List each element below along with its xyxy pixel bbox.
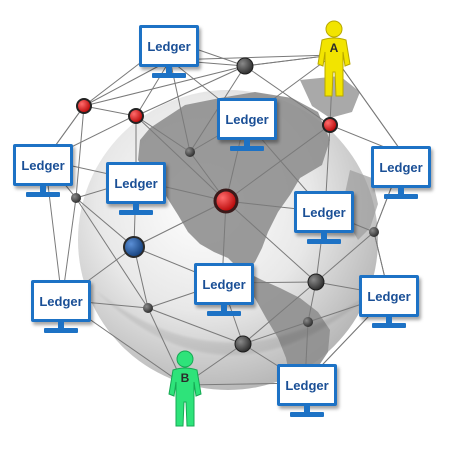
ledger-label: Ledger — [21, 157, 65, 173]
link — [242, 281, 317, 345]
continent-greenland — [300, 76, 360, 118]
ledger-label: Ledger — [202, 276, 246, 292]
link — [133, 200, 227, 248]
person-a: A — [314, 20, 354, 100]
node-gray-small — [369, 227, 379, 237]
ledger-top: Ledger — [139, 25, 199, 85]
ledger-top-center: Ledger — [217, 98, 277, 158]
node-gray — [236, 57, 254, 75]
node-gray-small — [71, 193, 81, 203]
link — [135, 59, 171, 117]
node-red-large — [213, 188, 239, 214]
link — [147, 307, 244, 345]
node-red — [322, 117, 338, 133]
link — [242, 321, 309, 345]
network-nodes — [71, 57, 379, 353]
link — [75, 197, 135, 248]
ledger-lower-right: Ledger — [359, 275, 419, 335]
ledger-bottom: Ledger — [277, 364, 337, 424]
ledger-right-center: Ledger — [294, 191, 354, 251]
globe-shadow — [95, 290, 375, 355]
link — [225, 200, 317, 283]
ledger-lower-left: Ledger — [31, 280, 91, 340]
continent-north-america — [138, 92, 330, 272]
ledger-left-center: Ledger — [106, 162, 166, 222]
link — [332, 54, 405, 156]
link — [83, 65, 246, 107]
node-blue — [123, 236, 145, 258]
link — [315, 231, 375, 283]
ledger-label: Ledger — [302, 204, 346, 220]
node-gray-small — [185, 147, 195, 157]
ledger-left: Ledger — [13, 144, 73, 204]
node-gray — [234, 335, 252, 353]
ledger-right: Ledger — [371, 146, 431, 206]
node-gray-small — [143, 303, 153, 313]
link — [135, 65, 246, 117]
ledger-label: Ledger — [225, 111, 269, 127]
ledger-label: Ledger — [39, 293, 83, 309]
person-a-label: A — [329, 41, 339, 55]
link — [135, 115, 227, 202]
ledger-label: Ledger — [114, 175, 158, 191]
person-b-label: B — [180, 371, 190, 385]
link — [244, 65, 331, 126]
person-a-icon — [317, 20, 351, 97]
node-red — [128, 108, 144, 124]
link — [83, 59, 171, 107]
link — [75, 197, 149, 309]
person-b: B — [165, 350, 205, 430]
person-b-icon — [168, 350, 202, 427]
node-red — [76, 98, 92, 114]
link — [135, 115, 191, 153]
ledger-center: Ledger — [194, 263, 254, 323]
ledger-label: Ledger — [147, 38, 191, 54]
node-gray — [307, 273, 325, 291]
link — [83, 105, 137, 117]
ledger-label: Ledger — [367, 288, 411, 304]
link — [75, 105, 85, 199]
node-gray-small — [303, 317, 313, 327]
ledger-label: Ledger — [285, 377, 329, 393]
ledger-label: Ledger — [379, 159, 423, 175]
link — [244, 54, 334, 67]
link — [225, 124, 331, 202]
